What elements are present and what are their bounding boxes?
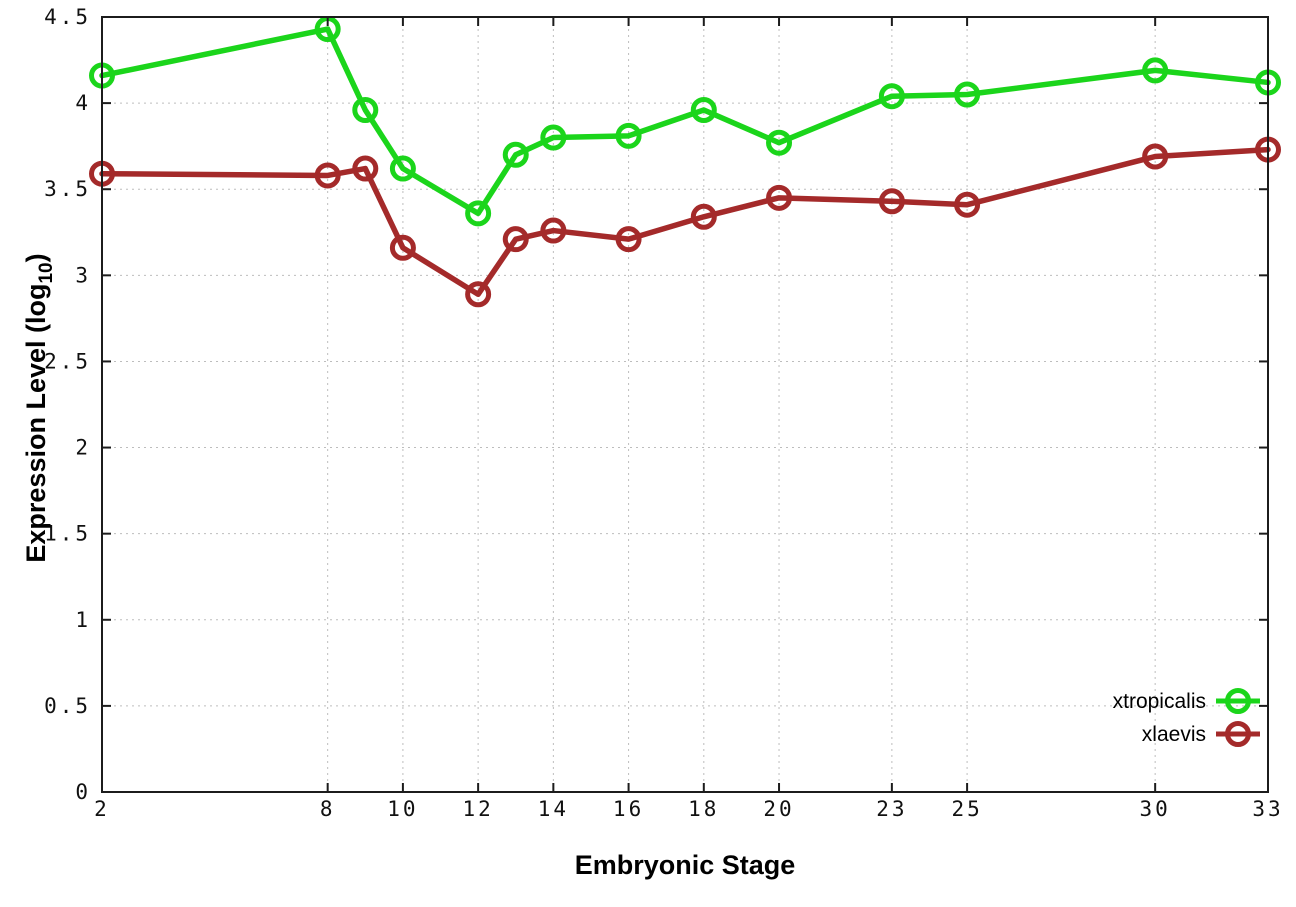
- y-axis-title: Expression Level (log10): [21, 253, 57, 562]
- y-tick-label-3.5: 3.5: [44, 177, 91, 201]
- point-xtropicalis-stage-20: [766, 129, 793, 156]
- x-tick-label-16: 16: [613, 797, 644, 821]
- point-xtropicalis-stage-18: [690, 97, 717, 123]
- x-tick-label-30: 30: [1140, 797, 1171, 821]
- x-axis-title: Embryonic Stage: [575, 850, 796, 880]
- point-xlaevis-stage-10: [389, 234, 416, 261]
- x-tick-label-8: 8: [320, 797, 336, 821]
- point-xlaevis-stage-14: [540, 217, 567, 244]
- point-xtropicalis-stage-16: [615, 122, 642, 149]
- y-tick-label-1: 1: [75, 608, 91, 632]
- legend-item-xlaevis: xlaevis: [1142, 721, 1260, 747]
- point-xlaevis-stage-8: [314, 162, 341, 189]
- y-tick-label-0: 0: [75, 780, 91, 804]
- point-xlaevis-stage-25: [954, 191, 981, 218]
- x-tick-label-20: 20: [763, 797, 794, 821]
- x-tick-label-10: 10: [387, 797, 418, 821]
- legend-marker-xlaevis: [1225, 721, 1251, 747]
- y-tick-label-2.5: 2.5: [44, 349, 91, 373]
- y-tick-label-1.5: 1.5: [44, 522, 91, 546]
- x-tick-label-2: 2: [94, 797, 110, 821]
- plot-border: [101, 16, 1269, 793]
- x-tick-label-12: 12: [462, 797, 493, 821]
- tick-labels-layer: 2 8 10 12 14 16 18 20 23 25 30 33 0 0.5 1 1.5 2 2.5 3 3.5 4 4…: [44, 5, 1283, 821]
- y-axis-title-end: ): [21, 253, 51, 262]
- legend-item-xtropicalis: xtropicalis: [1113, 688, 1260, 714]
- point-xtropicalis-stage-14: [540, 124, 567, 151]
- x-tick-label-33: 33: [1252, 797, 1283, 821]
- legend-label-xlaevis: xlaevis: [1142, 723, 1206, 746]
- point-xlaevis-stage-16: [615, 226, 642, 253]
- y-tick-label-4: 4: [75, 91, 91, 115]
- point-xtropicalis-stage-30: [1142, 57, 1169, 84]
- x-tick-label-18: 18: [688, 797, 719, 821]
- y-tick-label-4.5: 4.5: [44, 5, 91, 29]
- point-xtropicalis-stage-13: [502, 141, 529, 168]
- point-xtropicalis-stage-9: [352, 97, 379, 123]
- legend-label-xtropicalis: xtropicalis: [1113, 690, 1206, 713]
- point-xlaevis-stage-23: [878, 188, 905, 215]
- y-axis-title-main: Expression Level (log: [21, 284, 51, 563]
- point-xtropicalis-stage-25: [954, 81, 981, 108]
- point-xtropicalis-stage-10: [389, 155, 416, 182]
- point-xtropicalis-stage-23: [878, 83, 905, 110]
- x-tick-label-14: 14: [538, 797, 569, 821]
- y-tick-label-0.5: 0.5: [44, 694, 91, 718]
- y-tick-label-3: 3: [75, 263, 91, 287]
- point-xtropicalis-stage-12: [465, 200, 492, 227]
- tick-marks-layer: [101, 16, 1269, 793]
- point-xlaevis-stage-20: [766, 184, 793, 211]
- x-tick-label-25: 25: [951, 797, 982, 821]
- point-xlaevis-stage-13: [502, 226, 529, 253]
- legend-marker-xtropicalis: [1225, 688, 1251, 714]
- y-tick-label-2: 2: [75, 436, 91, 460]
- point-xlaevis-stage-12: [465, 281, 492, 308]
- legend: xtropicalis xlaevis: [1113, 688, 1260, 747]
- x-tick-label-23: 23: [876, 797, 907, 821]
- y-axis-title-subscript: 10: [36, 262, 57, 283]
- point-xlaevis-stage-9: [352, 155, 379, 182]
- point-xlaevis-stage-30: [1142, 143, 1169, 170]
- point-xlaevis-stage-18: [690, 203, 717, 230]
